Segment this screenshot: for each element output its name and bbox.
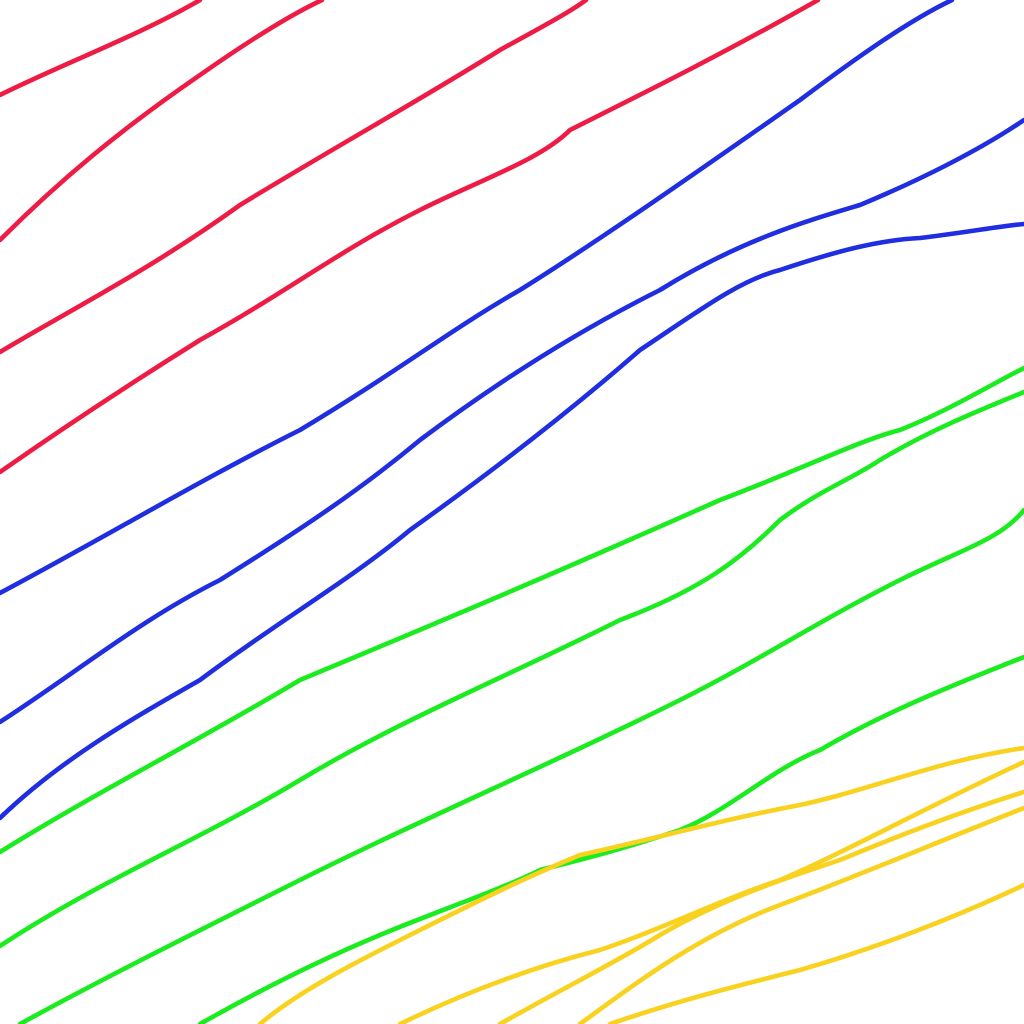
blue-stroke-1: [0, 0, 955, 596]
red-stroke-3: [0, 0, 589, 355]
yellow-stroke-1: [257, 745, 1024, 1024]
yellow-stroke-3: [497, 789, 1024, 1024]
green-stroke-1: [0, 365, 1024, 855]
red-stroke-1: [0, 0, 203, 98]
green-stroke-2: [0, 389, 1024, 949]
yellow-stroke-4: [577, 805, 1024, 1024]
yellow-stroke-2: [397, 759, 1024, 1024]
green-stroke-4: [197, 654, 1024, 1024]
green-stroke-3: [17, 507, 1024, 1024]
blue-stroke-2: [0, 117, 1024, 725]
yellow-stroke-5: [607, 882, 1024, 1024]
red-stroke-4: [0, 0, 821, 475]
blue-stroke-3: [0, 221, 1024, 821]
red-stroke-2: [0, 0, 325, 243]
